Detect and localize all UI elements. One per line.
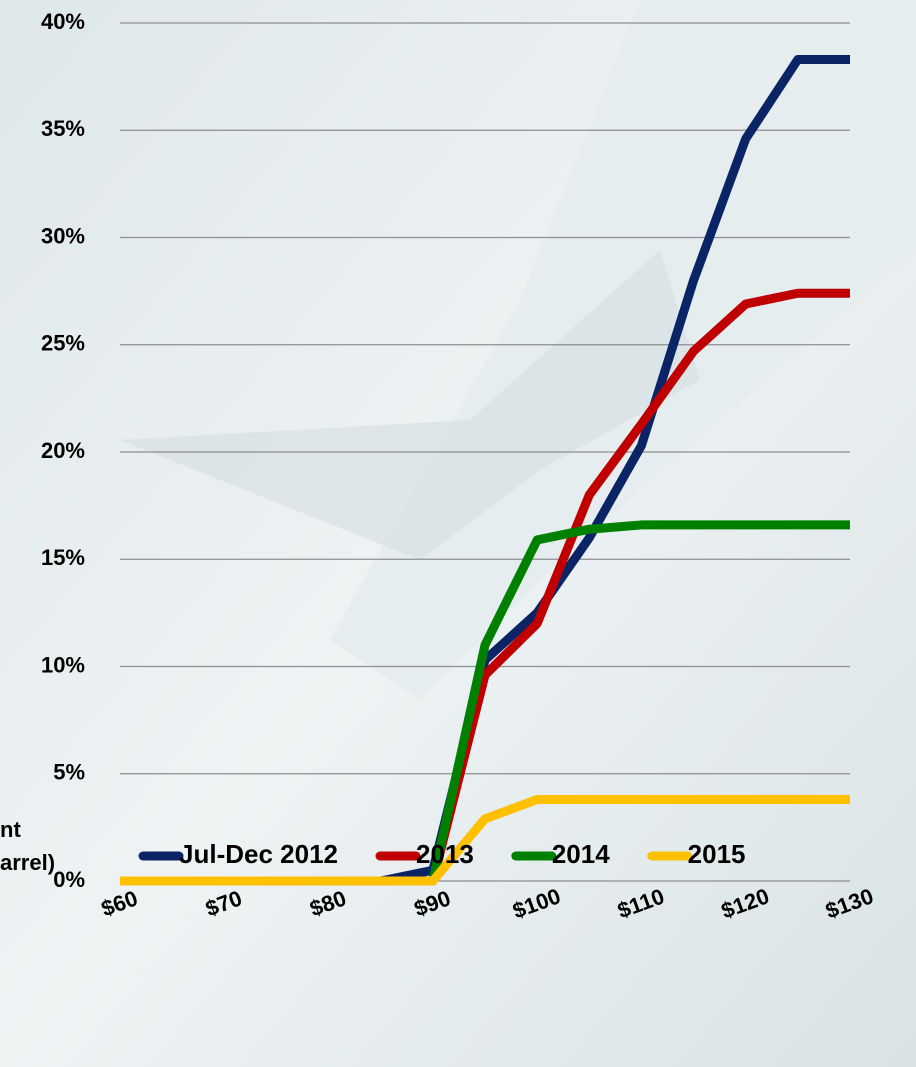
legend-label: 2013 xyxy=(416,839,474,869)
legend-label: Jul-Dec 2012 xyxy=(179,839,338,869)
y-tick-label: 25% xyxy=(41,331,85,356)
y-tick-label: 30% xyxy=(41,223,85,248)
y-tick-label: 10% xyxy=(41,652,85,677)
y-tick-label: 15% xyxy=(41,545,85,570)
y-tick-label: 20% xyxy=(41,438,85,463)
x-axis-title: nt xyxy=(0,817,21,842)
backdrop-shape xyxy=(120,250,700,560)
y-tick-label: 35% xyxy=(41,116,85,141)
y-tick-label: 40% xyxy=(41,9,85,34)
y-tick-label: 5% xyxy=(53,760,85,785)
data-line xyxy=(120,794,850,886)
y-tick-label: 0% xyxy=(53,867,85,892)
legend-label: 2014 xyxy=(552,839,610,869)
legend-label: 2015 xyxy=(688,839,746,869)
x-axis-title: arrel) xyxy=(0,850,55,875)
